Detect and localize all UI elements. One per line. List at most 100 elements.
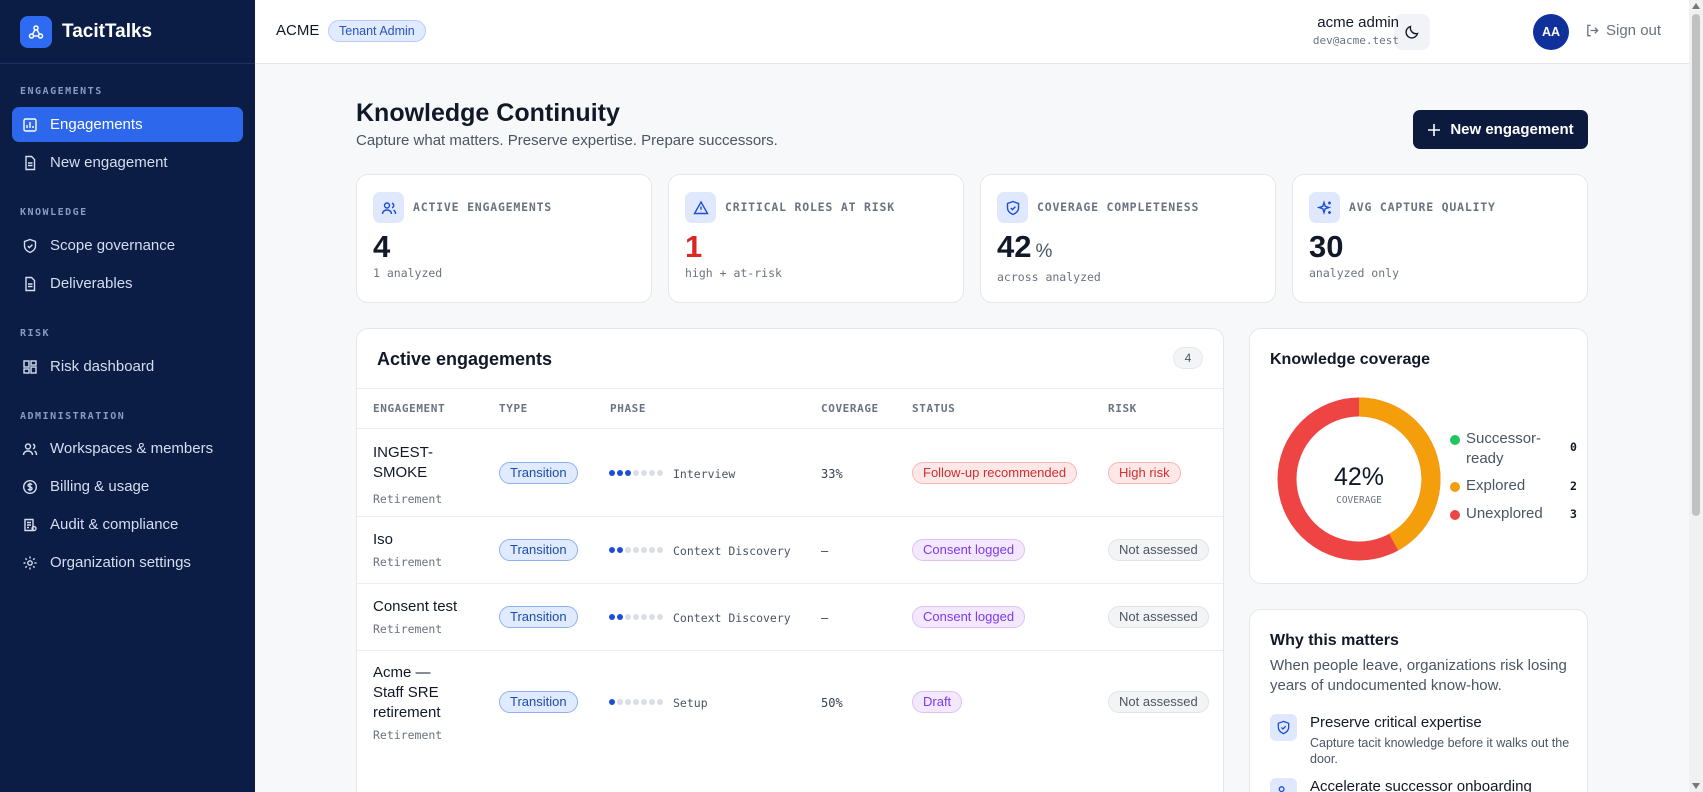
why-item-desc: Capture tacit knowledge before it walks … — [1310, 736, 1570, 766]
col-header-status: STATUS — [912, 402, 956, 415]
legend-explored: Explored — [1450, 476, 1525, 496]
stat-card-critical-roles: CRITICAL ROLES AT RISK 1 high + at-risk — [668, 174, 964, 303]
legend-unexplored: Unexplored — [1450, 504, 1543, 524]
col-header-risk: RISK — [1108, 402, 1137, 415]
sidebar-item-workspaces[interactable]: Workspaces & members — [12, 431, 243, 466]
phase-dot — [633, 470, 639, 476]
stat-label: CRITICAL ROLES AT RISK — [725, 200, 895, 214]
sidebar-item-engagements[interactable]: Engagements — [12, 107, 243, 142]
engagement-name: Iso — [373, 531, 394, 548]
chart-icon — [23, 117, 37, 132]
scrollbar-thumb[interactable] — [1692, 14, 1700, 516]
tenant-name: ACME — [276, 22, 320, 39]
stat-label: COVERAGE COMPLETENESS — [1037, 200, 1200, 214]
phase-dot — [617, 699, 623, 705]
engagement-type-sub: Retirement — [373, 555, 443, 569]
new-engagement-label: New engagement — [1450, 121, 1574, 138]
sidebar-item-billing[interactable]: Billing & usage — [12, 469, 243, 504]
page-scrollbar[interactable] — [1689, 0, 1703, 792]
status-badge: Draft — [912, 691, 963, 713]
plus-icon — [1428, 123, 1441, 136]
engagement-type-sub: Retirement — [373, 622, 443, 636]
warning-icon — [685, 192, 716, 223]
sparkle-icon — [1309, 192, 1340, 223]
knowledge-coverage-card: Knowledge coverage 42% COVERAGE Successo… — [1249, 328, 1588, 584]
phase-dot — [609, 470, 615, 476]
phase-dot — [617, 547, 623, 553]
phase-dot — [625, 614, 631, 620]
type-badge: Transition — [499, 539, 578, 561]
why-title: Why this matters — [1270, 632, 1399, 649]
stat-label: ACTIVE ENGAGEMENTS — [413, 200, 553, 214]
coverage-value: 33% — [821, 467, 843, 481]
engagement-name: Consent test — [373, 598, 458, 615]
sidebar-item-audit[interactable]: Audit & compliance — [12, 507, 243, 542]
stat-unit: % — [1035, 241, 1053, 262]
type-badge: Transition — [499, 691, 578, 713]
coverage-value: 50% — [821, 696, 843, 710]
section-label-risk: RISK — [20, 328, 51, 339]
phase-dot — [657, 614, 663, 620]
donut-center-label: COVERAGE — [1336, 495, 1382, 506]
sidebar-item-label: Scope governance — [50, 237, 176, 254]
stat-value: 1 — [685, 229, 703, 264]
user-email: dev@acme.test — [1312, 34, 1399, 47]
phase-dot — [649, 547, 655, 553]
col-header-type: TYPE — [499, 402, 528, 415]
stat-note: across analyzed — [997, 270, 1101, 284]
sign-out-button[interactable]: Sign out — [1585, 22, 1661, 39]
phase-dot — [641, 614, 647, 620]
sidebar-item-organization-settings[interactable]: Organization settings — [12, 545, 243, 580]
sign-out-icon — [1587, 24, 1599, 37]
logo-icon — [20, 15, 52, 48]
phase-dot — [633, 547, 639, 553]
phase-dot — [657, 470, 663, 476]
sidebar-item-scope-governance[interactable]: Scope governance — [12, 228, 243, 263]
sidebar-item-new-engagement[interactable]: New engagement — [12, 145, 243, 180]
phase-dot — [609, 699, 615, 705]
table-row[interactable]: Consent test Retirement Transition Conte… — [357, 584, 1223, 650]
legend-value: 2 — [1570, 479, 1577, 493]
table-row[interactable]: Acme — Staff SRE retirement Retirement T… — [357, 651, 1223, 759]
table-row[interactable]: INGEST-SMOKE Retirement Transition Inter… — [357, 429, 1223, 516]
phase-dot — [641, 699, 647, 705]
section-label-knowledge: KNOWLEDGE — [20, 207, 88, 218]
user-name: acme admin — [1317, 14, 1399, 31]
phase-dot — [649, 699, 655, 705]
sidebar-item-risk-dashboard[interactable]: Risk dashboard — [12, 349, 243, 384]
engagement-type-sub: Retirement — [373, 728, 443, 742]
scroll-down-arrow[interactable] — [1692, 783, 1700, 789]
phase-dot — [609, 614, 615, 620]
coverage-donut: 42% COVERAGE — [1277, 397, 1441, 561]
shield-icon — [23, 238, 37, 253]
scroll-up-arrow[interactable] — [1692, 3, 1700, 9]
legend-successor-ready: Successor-ready — [1450, 429, 1561, 469]
coverage-value: — — [821, 611, 829, 625]
phase-progress — [609, 614, 663, 620]
why-subtitle: When people leave, organizations risk lo… — [1270, 657, 1567, 694]
theme-toggle-button[interactable] — [1394, 14, 1430, 50]
count-badge: 4 — [1173, 347, 1203, 369]
table-row[interactable]: Iso Retirement Transition Context Discov… — [357, 517, 1223, 583]
phase-dot — [617, 614, 623, 620]
phase-dot — [641, 470, 647, 476]
stat-label: AVG CAPTURE QUALITY — [1349, 200, 1496, 214]
status-badge: Follow-up recommended — [912, 462, 1078, 484]
phase-dot — [609, 547, 615, 553]
shield-icon — [997, 192, 1028, 223]
sidebar-item-deliverables[interactable]: Deliverables — [12, 266, 243, 301]
role-badge: Tenant Admin — [328, 20, 426, 42]
avatar[interactable]: AA — [1533, 14, 1569, 50]
phase-label: Interview — [673, 467, 736, 481]
phase-label: Setup — [673, 696, 708, 710]
new-engagement-button[interactable]: New engagement — [1413, 110, 1588, 149]
col-header-phase: PHASE — [610, 402, 647, 415]
risk-badge: Not assessed — [1108, 691, 1209, 713]
stat-number: 42 — [997, 229, 1032, 264]
legend-value: 0 — [1570, 440, 1577, 454]
phase-dot — [625, 699, 631, 705]
grid-icon — [23, 359, 37, 374]
dollar-icon — [22, 479, 38, 494]
brand[interactable]: TacitTalks — [0, 0, 255, 64]
table-title: Active engagements — [377, 349, 553, 369]
